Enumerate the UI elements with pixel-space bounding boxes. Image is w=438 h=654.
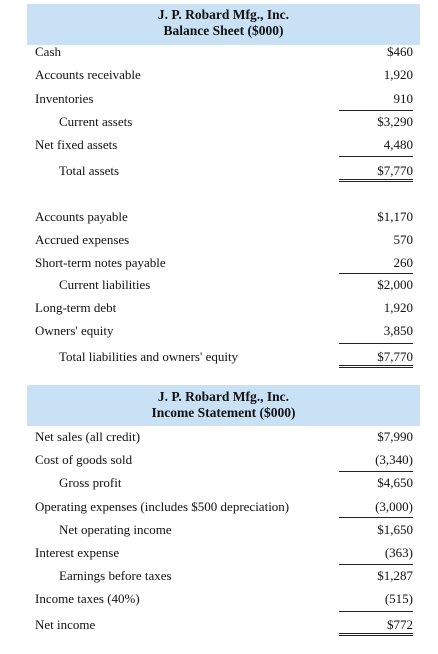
row-value: $1,170 (377, 209, 413, 224)
row-value: 3,850 (383, 323, 413, 338)
row-label: Cash (35, 44, 61, 59)
double-underline (339, 365, 413, 366)
table-row: Total assets $7,770 (27, 162, 420, 180)
row-value: 1,920 (383, 67, 413, 82)
row-value: (515) (384, 591, 413, 606)
table-row: Owners' equity 3,850 (27, 322, 420, 340)
balance-sheet-company: J. P. Robard Mfg., Inc. (157, 7, 290, 22)
row-label: Income taxes (40%) (35, 591, 140, 606)
double-underline (339, 179, 413, 180)
table-row: Net fixed assets 4,480 (27, 136, 420, 154)
income-statement-header: J. P. Robard Mfg., Inc. Income Statement… (27, 385, 420, 426)
row-value: $1,650 (377, 522, 413, 537)
subtotal-rule (339, 110, 413, 111)
row-value: 570 (393, 232, 414, 247)
row-label: Gross profit (59, 475, 122, 490)
row-label: Current assets (59, 114, 133, 129)
row-value: 1,920 (383, 300, 413, 315)
subtotal-rule (339, 517, 413, 518)
row-label: Current liabilities (59, 277, 151, 292)
income-statement-title: Income Statement ($000) (151, 405, 296, 420)
row-label: Total liabilities and owners' equity (59, 349, 239, 364)
table-row: Net operating income $1,650 (27, 521, 420, 539)
row-label: Total assets (59, 163, 120, 178)
table-row: Net sales (all credit) $7,990 (27, 428, 420, 446)
row-label: Short-term notes payable (35, 255, 166, 270)
row-value: $7,770 (377, 349, 413, 364)
row-value: (3,000) (375, 499, 413, 514)
row-value: $1,287 (377, 568, 413, 583)
row-label: Inventories (35, 91, 94, 106)
double-underline (339, 367, 413, 368)
subtotal-rule (339, 471, 413, 472)
subtotal-rule (339, 156, 413, 157)
table-row: Short-term notes payable 260 (27, 254, 420, 272)
table-row: Total liabilities and owners' equity $7,… (27, 348, 420, 366)
table-row: Current liabilities $2,000 (27, 276, 420, 294)
row-label: Net fixed assets (35, 137, 118, 152)
row-label: Accounts receivable (35, 67, 141, 82)
subtotal-rule (339, 273, 413, 274)
table-row: Interest expense (363) (27, 544, 420, 562)
row-value: $460 (387, 44, 413, 59)
row-value: 910 (393, 91, 414, 106)
row-value: $7,990 (377, 429, 413, 444)
row-label: Earnings before taxes (59, 568, 172, 583)
table-row: Inventories 910 (27, 90, 420, 108)
table-row: Accounts payable $1,170 (27, 208, 420, 226)
row-value: $772 (387, 617, 413, 632)
row-label: Net income (35, 617, 96, 632)
row-value: $7,770 (377, 163, 413, 178)
income-statement-company: J. P. Robard Mfg., Inc. (157, 389, 290, 404)
table-row: Long-term debt 1,920 (27, 299, 420, 317)
row-value: (363) (384, 545, 413, 560)
balance-sheet-header: J. P. Robard Mfg., Inc. Balance Sheet ($… (27, 4, 420, 45)
subtotal-rule (339, 611, 413, 612)
row-label: Accrued expenses (35, 232, 130, 247)
row-label: Long-term debt (35, 300, 117, 315)
row-value: 4,480 (383, 137, 413, 152)
double-underline (339, 635, 413, 636)
double-underline (339, 181, 413, 182)
table-row: Income taxes (40%) (515) (27, 590, 420, 608)
row-value: $4,650 (377, 475, 413, 490)
row-label: Accounts payable (35, 209, 128, 224)
subtotal-rule (339, 343, 413, 344)
subtotal-rule (339, 564, 413, 565)
table-row: Accounts receivable 1,920 (27, 66, 420, 84)
row-label: Net operating income (59, 522, 172, 537)
row-label: Owners' equity (35, 323, 114, 338)
row-label: Net sales (all credit) (35, 429, 141, 444)
table-row: Cash $460 (27, 43, 420, 61)
table-row: Earnings before taxes $1,287 (27, 567, 420, 585)
row-value: 260 (393, 255, 414, 270)
table-row: Current assets $3,290 (27, 113, 420, 131)
row-value: (3,340) (375, 452, 413, 467)
row-value: $3,290 (377, 114, 413, 129)
double-underline (339, 633, 413, 634)
table-row: Gross profit $4,650 (27, 474, 420, 492)
row-label: Interest expense (35, 545, 120, 560)
table-row: Accrued expenses 570 (27, 231, 420, 249)
table-row: Net income $772 (27, 616, 420, 634)
balance-sheet-title: Balance Sheet ($000) (163, 23, 284, 38)
row-label: Operating expenses (includes $500 deprec… (35, 499, 290, 514)
table-row: Operating expenses (includes $500 deprec… (27, 498, 420, 516)
row-label: Cost of goods sold (35, 452, 133, 467)
table-row: Cost of goods sold (3,340) (27, 451, 420, 469)
row-value: $2,000 (377, 277, 413, 292)
